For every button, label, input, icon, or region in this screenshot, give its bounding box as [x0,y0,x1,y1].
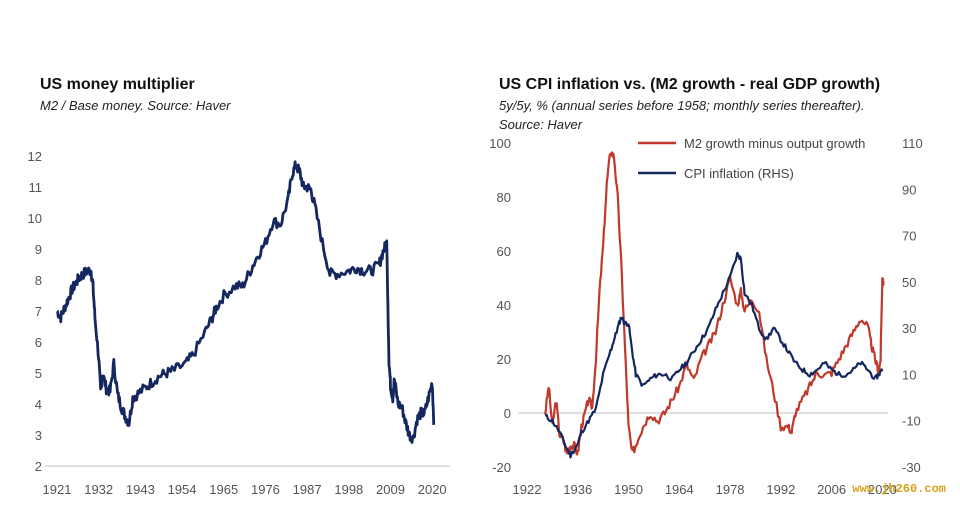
right-chart-subtitle-line2: Source: Haver [499,117,583,132]
right-x-tick-label: 1992 [766,482,795,497]
right-x-tick-label: 1922 [513,482,542,497]
right-left-y-tick-label: -20 [492,460,511,475]
right-right-y-tick-label: 110 [902,136,923,151]
left-y-tick-label: 7 [35,304,42,319]
left-chart-title: US money multiplier [40,76,195,93]
right-left-y-tick-label: 60 [497,244,511,259]
right-left-y-tick-label: 20 [497,352,511,367]
left-x-tick-label: 1987 [293,482,322,497]
left-y-tick-label: 2 [35,459,42,474]
right-right-y-tick-label: 90 [902,182,916,197]
right-x-tick-label: 2006 [817,482,846,497]
left-x-tick-label: 2009 [376,482,405,497]
right-x-tick-label: 1950 [614,482,643,497]
right-right-y-tick-label: -30 [902,460,921,475]
left-x-tick-label: 1954 [168,482,197,497]
right-right-y-tick-label: 50 [902,275,916,290]
right-right-y-tick-label: -10 [902,414,921,429]
cpi-vs-m2-chart: 100 80 60 40 20 0 -20 110 90 70 50 30 10 -10 -30 1922 19… [489,136,922,497]
left-x-tick-label: 1998 [334,482,363,497]
left-chart-subtitle: M2 / Base money. Source: Haver [40,98,231,113]
right-chart-subtitle-line1: 5y/5y, % (annual series before 1958; mon… [499,98,865,113]
left-y-tick-label: 8 [35,273,42,288]
right-right-y-tick-label: 70 [902,229,916,244]
right-x-tick-label: 1964 [665,482,694,497]
right-chart-title: US CPI inflation vs. (M2 growth - real G… [499,76,881,93]
watermark-text: www.jh260.com [852,482,946,496]
legend-label-cpi: CPI inflation (RHS) [684,166,794,181]
left-x-tick-label: 1943 [126,482,155,497]
right-x-tick-label: 2020 [868,482,897,497]
right-right-y-tick-label: 30 [902,321,916,336]
right-x-tick-label: 1936 [563,482,592,497]
left-x-tick-label: 1921 [43,482,72,497]
left-y-tick-label: 3 [35,428,42,443]
left-y-tick-label: 9 [35,242,42,257]
left-x-tick-label: 1932 [84,482,113,497]
left-y-tick-label: 4 [35,397,42,412]
right-right-y-tick-label: 10 [902,367,916,382]
left-x-tick-label: 1965 [209,482,238,497]
left-y-tick-label: 5 [35,366,42,381]
right-left-y-tick-label: 80 [497,190,511,205]
money-multiplier-line [56,160,436,444]
left-y-tick-label: 10 [28,211,42,226]
right-left-y-tick-label: 0 [504,406,511,421]
left-y-tick-label: 11 [29,180,43,195]
legend: M2 growth minus output growth CPI inflat… [638,136,865,181]
left-x-tick-label: 2020 [418,482,447,497]
right-left-y-tick-label: 40 [497,298,511,313]
legend-label-m2: M2 growth minus output growth [684,136,865,151]
left-x-tick-label: 1976 [251,482,280,497]
cpi-inflation-line [544,251,884,459]
right-left-y-tick-label: 100 [489,136,511,151]
left-y-tick-label: 6 [35,335,42,350]
money-multiplier-chart: 2 3 4 5 6 7 8 9 10 11 12 1921 1932 1943 1954 1965 1976 19… [28,149,450,497]
left-y-tick-label: 12 [28,149,42,164]
right-x-tick-label: 1978 [716,482,745,497]
